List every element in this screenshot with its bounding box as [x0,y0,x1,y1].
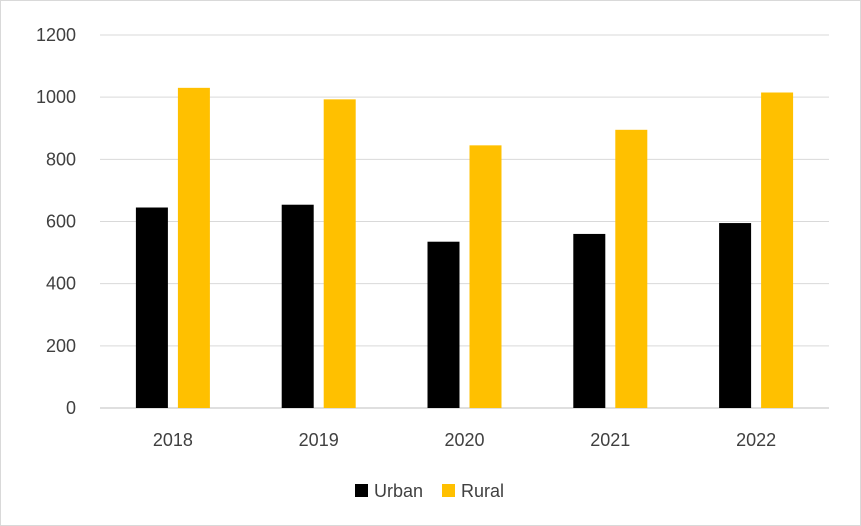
bar-rural-2020 [469,145,502,409]
legend-swatch-urban [355,484,368,497]
legend-swatch-rural [442,484,455,497]
bar-urban-2020 [427,241,460,408]
gridlines [100,34,829,409]
x-axis: 2018 2019 2020 2021 2022 [153,430,776,450]
x-tick-label: 2019 [299,430,339,450]
y-tick-label: 400 [46,274,76,294]
bar-rural-2021 [615,129,648,408]
y-tick-label: 200 [46,336,76,356]
bar-rural-2019 [323,99,356,408]
legend-label-urban: Urban [374,481,423,501]
legend: Urban Rural [355,481,504,501]
y-axis: 0 200 400 600 800 1000 1200 [36,25,76,418]
legend-label-rural: Rural [461,481,504,501]
x-tick-label: 2022 [736,430,776,450]
y-tick-label: 1200 [36,25,76,45]
bar-urban-2022 [719,223,752,408]
bar-rural-2022 [761,92,794,409]
y-tick-label: 800 [46,149,76,169]
bar-urban-2019 [281,204,314,408]
y-tick-label: 1000 [36,87,76,107]
bar-urban-2018 [135,207,168,408]
bars [135,87,794,409]
y-tick-label: 600 [46,212,76,232]
x-tick-label: 2018 [153,430,193,450]
bar-urban-2021 [573,233,606,408]
x-tick-label: 2021 [590,430,630,450]
bar-rural-2018 [177,87,210,408]
y-tick-label: 0 [66,398,76,418]
x-tick-label: 2020 [444,430,484,450]
